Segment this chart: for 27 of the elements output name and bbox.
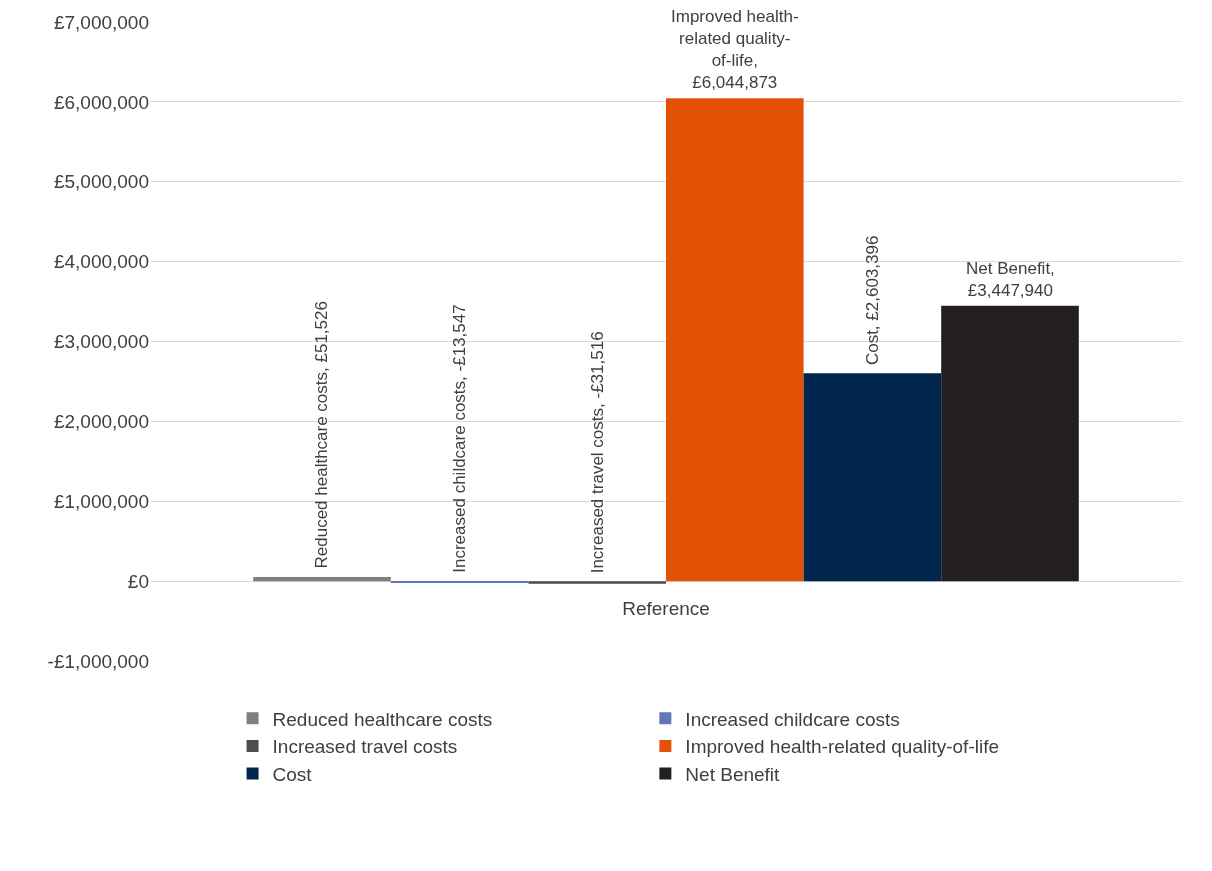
bar [253,577,391,582]
data-label: Increased travel costs, -£31,516 [588,331,608,574]
bar [941,305,1079,582]
y-tick-label: £5,000,000 [53,171,149,193]
y-tick-label: £0 [127,570,149,592]
y-tick-label: £7,000,000 [53,11,149,33]
data-label: Improved health-related quality-of-life, £6,044,873 [671,7,799,93]
legend-label: Cost [272,764,313,785]
x-tick-label: Reference [622,598,710,620]
bar [666,98,804,582]
legend-label: Reduced healthcare costs [272,708,493,730]
data-label: Cost, £2,603,396 [862,235,882,366]
y-tick-label: £4,000,000 [53,251,149,273]
data-label: Increased childcare costs, -£13,547 [450,304,470,573]
y-tick-label: £1,000,000 [53,490,149,512]
y-tick-label: -£1,000,000 [47,650,149,672]
y-tick-label: £6,000,000 [53,91,149,113]
y-tick-label: £2,000,000 [53,411,149,433]
legend-label: Net Benefit [685,764,781,785]
data-label: Reduced healthcare costs, £51,526 [312,301,332,569]
legend-label: Improved health-related quality-of-life [685,736,1000,758]
legend-label: Increased travel costs [272,736,458,758]
bar [803,373,942,582]
y-tick-label: £3,000,000 [53,331,149,353]
legend-label: Increased childcare costs [685,708,900,730]
data-label: Net Benefit, £3,447,940 [966,259,1055,301]
bar [528,581,666,584]
